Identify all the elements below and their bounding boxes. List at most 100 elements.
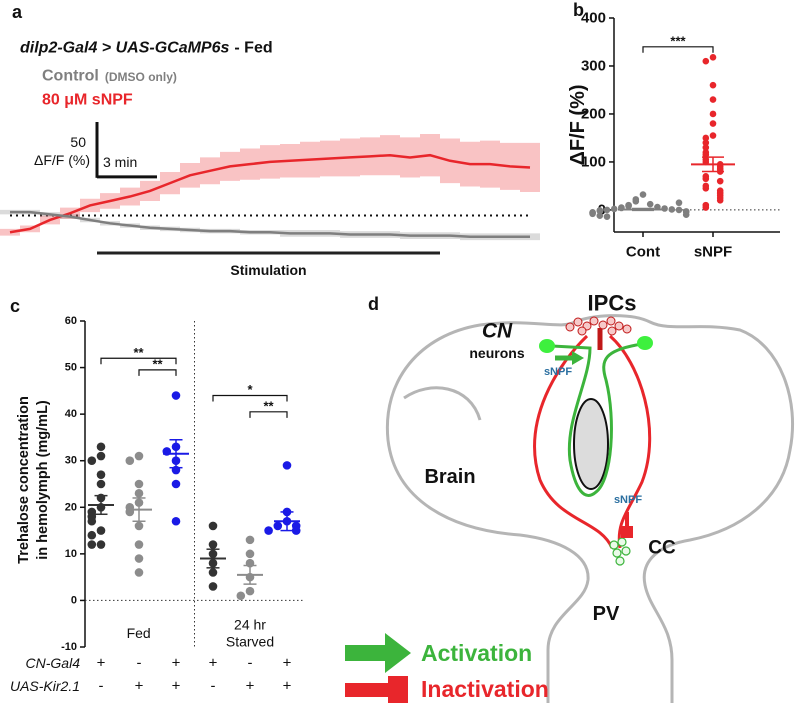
- dot: [282, 461, 292, 470]
- chart-title: dilp2-Gal4 > UAS-GCaMP6s: [20, 40, 229, 57]
- dot: [702, 175, 710, 183]
- dot: [208, 521, 218, 531]
- genotype-sign: -: [248, 655, 253, 672]
- genotype-name: UAS-Kir2.1: [10, 678, 80, 694]
- chart-title-suffix: - Fed: [234, 40, 272, 57]
- ipcs-label: IPCs: [588, 291, 637, 316]
- dot: [208, 568, 218, 577]
- significance-bracket: [212, 394, 288, 402]
- y-tick-label: 50: [65, 362, 77, 374]
- y-tick-label: 300: [581, 57, 606, 74]
- dot: [702, 134, 710, 142]
- legend-qualifier: (DMSO only): [105, 70, 177, 84]
- dot: [596, 212, 604, 219]
- dot: [702, 204, 710, 211]
- dot: [134, 568, 144, 577]
- dot: [134, 479, 144, 489]
- ellipse: [573, 398, 609, 490]
- stimulation-label: Stimulation: [230, 262, 306, 278]
- significance-label: *: [247, 382, 253, 397]
- dot: [709, 132, 717, 139]
- dot: [96, 479, 106, 489]
- dot: [96, 540, 106, 549]
- significance-bracket: [642, 46, 714, 53]
- diagram: d sNPF sNPF IPCs CN neurons Brain CC PV …: [345, 291, 795, 703]
- genotype-sign: +: [283, 678, 292, 695]
- dot: [682, 211, 690, 219]
- lobe-line: [403, 386, 482, 421]
- genotype-sign: +: [135, 678, 144, 695]
- panel-label: d: [368, 294, 379, 314]
- dot: [87, 456, 97, 466]
- dot: [675, 199, 683, 207]
- dot: [291, 526, 301, 535]
- trace: [10, 210, 530, 238]
- dot: [603, 206, 611, 214]
- y-axis-label: in hemolymph (mg/mL): [35, 400, 51, 560]
- dot: [610, 205, 618, 213]
- dot: [675, 206, 683, 214]
- ipc-cluster: [565, 316, 632, 336]
- brain-outline: [385, 314, 795, 703]
- legend-entry: Control: [42, 68, 99, 85]
- panel-label: c: [10, 296, 20, 316]
- y-tick-label: 30: [65, 455, 77, 467]
- significance-label: ***: [670, 33, 686, 48]
- dot: [134, 521, 144, 531]
- dot: [96, 442, 106, 452]
- group-label: Fed: [127, 625, 151, 641]
- dot: [702, 57, 710, 65]
- inhibition-bar: [621, 526, 633, 538]
- dot: [709, 110, 717, 118]
- significance-bracket: [249, 411, 288, 418]
- dot: [236, 591, 246, 601]
- genotype-sign: +: [172, 655, 181, 672]
- legend-activation-arrow: [345, 633, 411, 673]
- dot: [603, 213, 611, 220]
- dot: [87, 516, 97, 526]
- cn-soma: [539, 339, 555, 353]
- dot: [702, 185, 710, 192]
- panel-label: b: [573, 0, 584, 20]
- neurons-label: neurons: [469, 345, 524, 361]
- dot: [171, 479, 181, 489]
- dot: [702, 139, 710, 147]
- dot: [709, 54, 717, 61]
- genotype-sign: +: [246, 678, 255, 695]
- significance-bracket: [138, 369, 177, 376]
- dot: [134, 540, 144, 549]
- y-tick-label: 200: [581, 105, 606, 122]
- y-tick-label: 400: [581, 10, 606, 27]
- legend-entry: 80 μM sNPF: [42, 92, 133, 109]
- genotype-sign: +: [283, 655, 292, 672]
- dot: [646, 200, 654, 208]
- dot: [125, 456, 135, 466]
- scalebar-x-label: 3 min: [103, 154, 137, 170]
- y-axis-label: ΔF/F (%): [567, 84, 589, 165]
- dot: [208, 540, 218, 549]
- dot: [273, 521, 283, 531]
- dot: [96, 451, 106, 461]
- legend-inactivation-line: [345, 683, 390, 697]
- pv-label: PV: [593, 603, 620, 625]
- genotype-sign: +: [97, 655, 106, 672]
- dot: [632, 197, 640, 205]
- cc-cluster: [609, 537, 631, 566]
- y-tick-label: 60: [65, 315, 77, 327]
- legend-inactivation: Inactivation: [421, 676, 549, 702]
- y-tick-label: 100: [581, 153, 606, 170]
- dot: [716, 197, 724, 204]
- genotype-sign: -: [137, 655, 142, 672]
- trace: [9, 153, 531, 234]
- y-tick-label: 20: [65, 501, 77, 513]
- brain-label: Brain: [424, 466, 475, 488]
- ipc-axon: [533, 334, 614, 549]
- x-tick-label: Cont: [626, 244, 660, 261]
- dot: [96, 470, 106, 479]
- dot: [134, 554, 144, 563]
- activation-arrow-head: [572, 351, 584, 365]
- dot: [171, 391, 181, 400]
- genotype-sign: +: [209, 655, 218, 672]
- dot: [171, 516, 181, 526]
